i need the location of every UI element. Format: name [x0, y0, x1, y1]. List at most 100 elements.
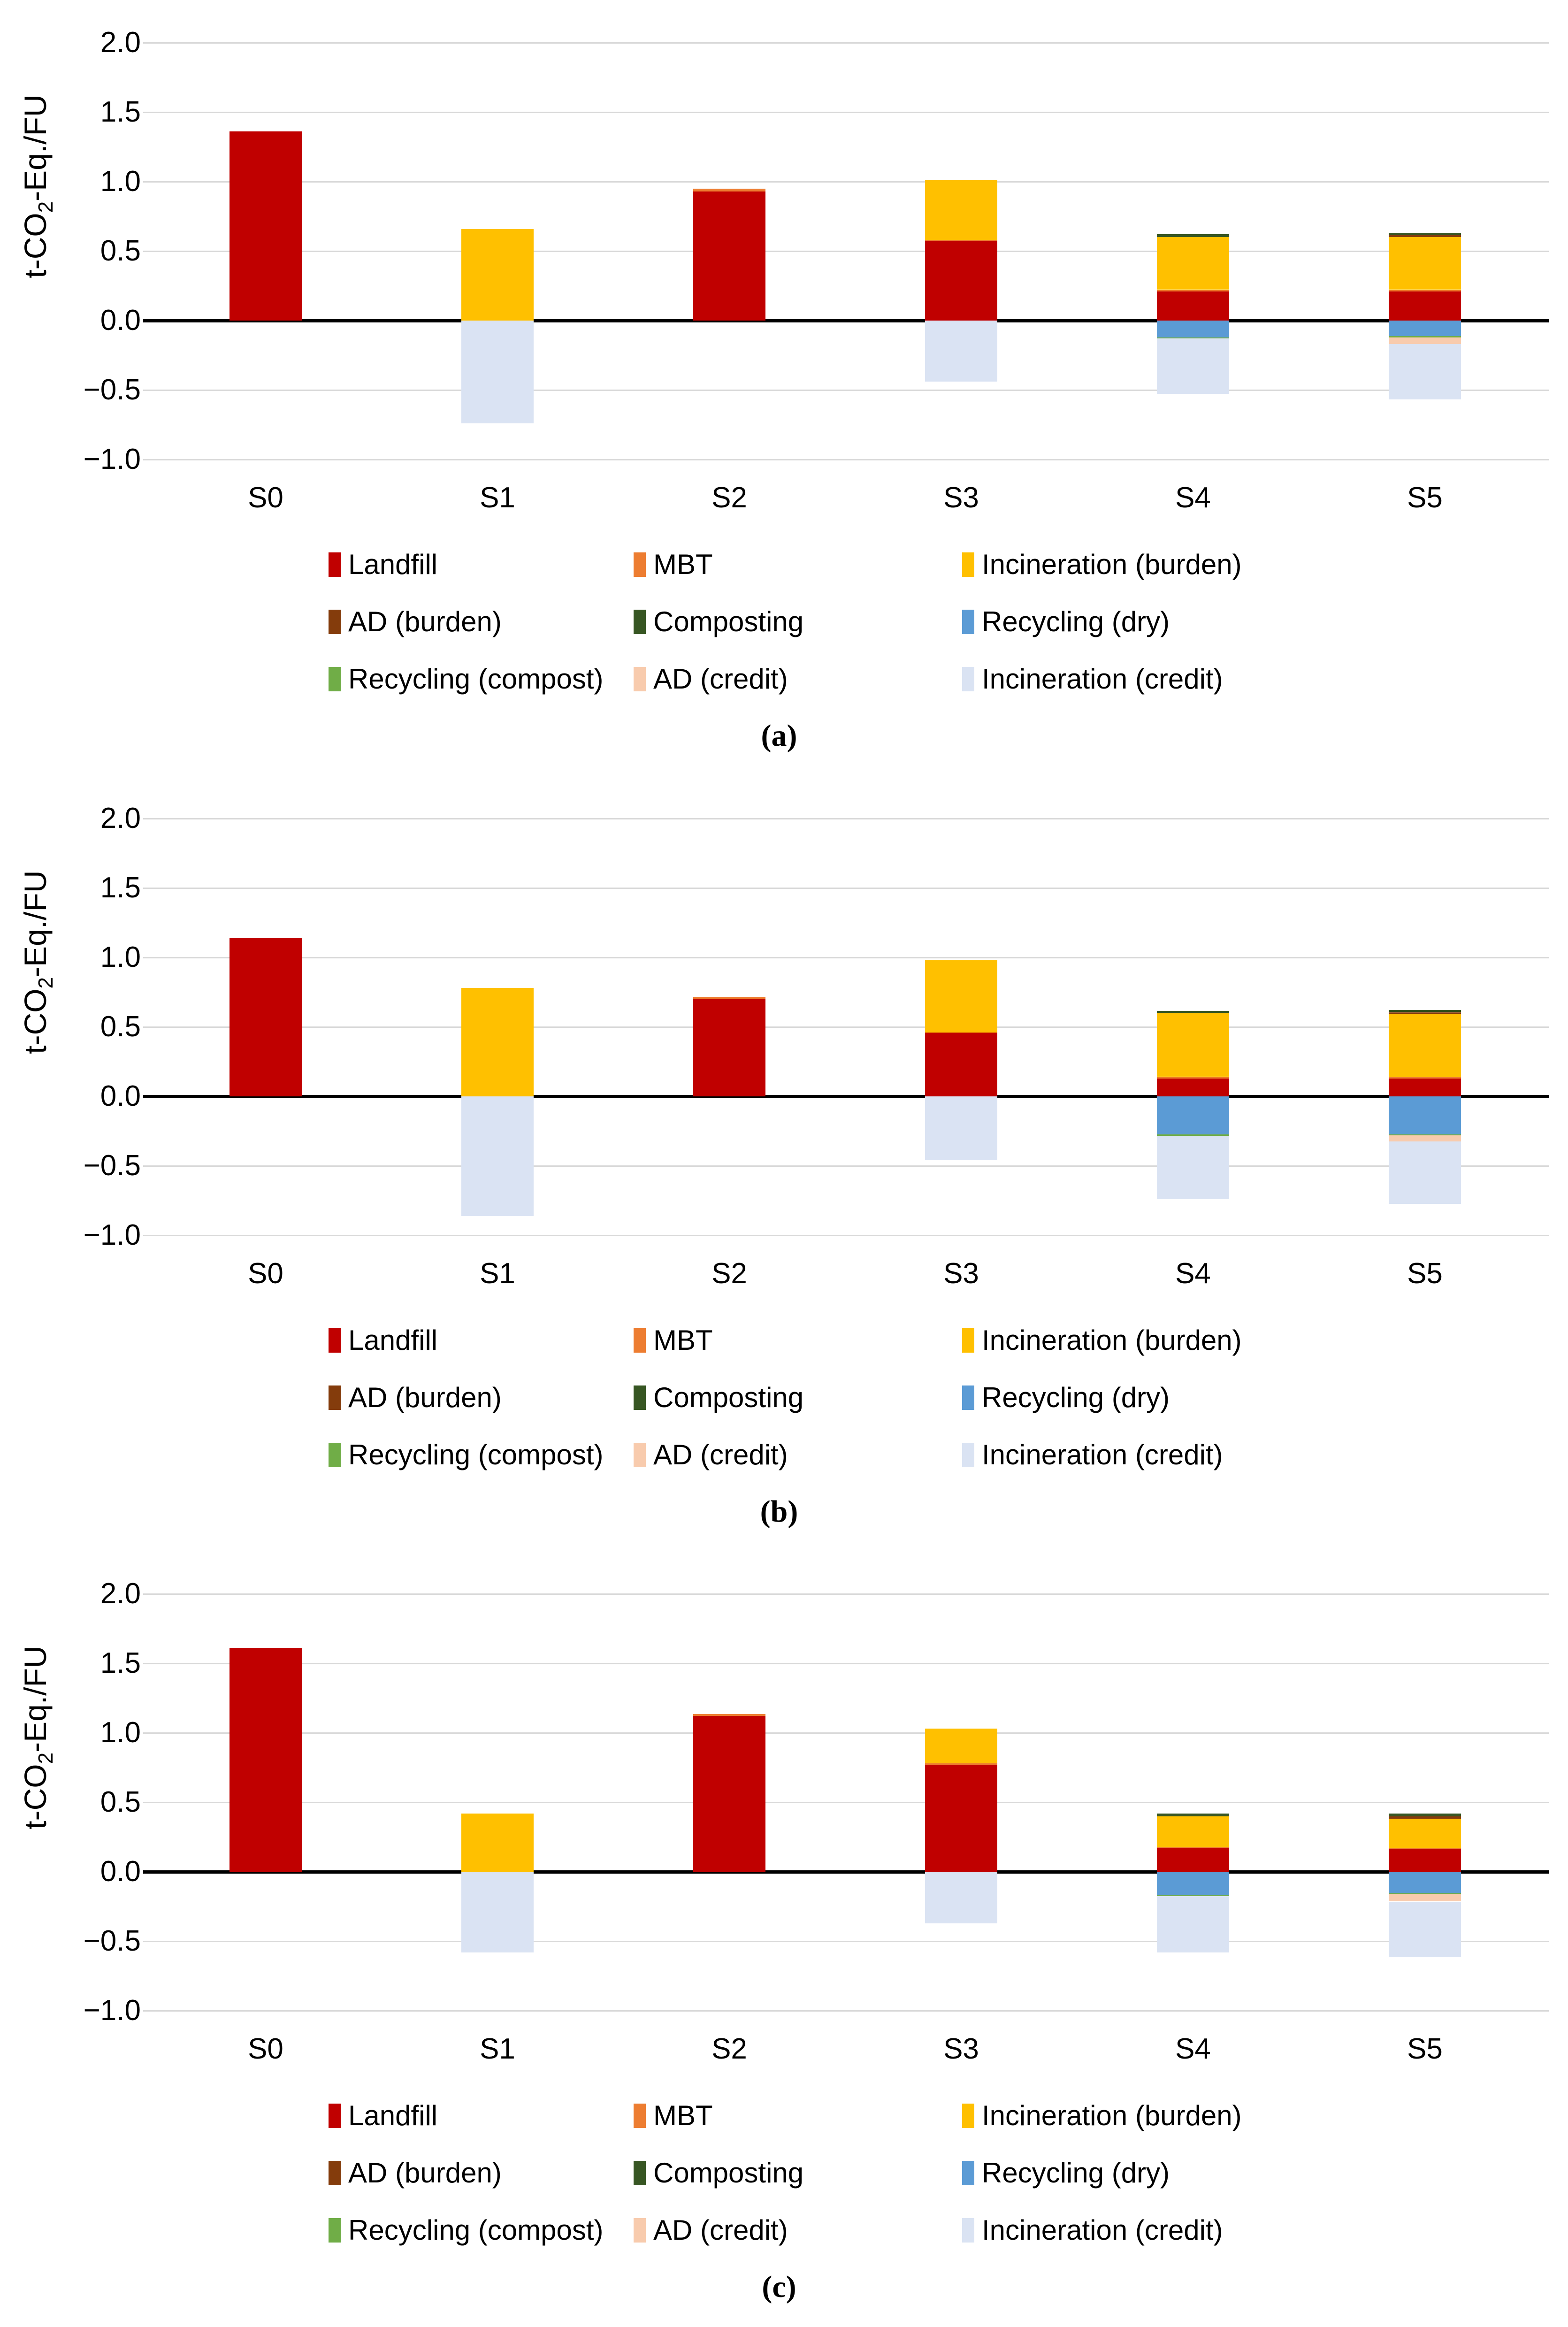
legend-label-recycling-dry: Recycling (dry) [982, 606, 1170, 637]
legend-label-landfill: Landfill [348, 2100, 438, 2131]
bar-segment-incineration-credit [925, 321, 997, 382]
bar-segment-recycling-compost [1157, 1134, 1229, 1136]
y-tick-label: 0.0 [100, 304, 141, 337]
y-tick-label: −1.0 [83, 1219, 141, 1251]
x-category-label: S4 [1175, 482, 1211, 514]
legend-swatch-mbt [634, 552, 646, 577]
gridline [143, 957, 1549, 958]
bar-segment-incineration-burden [1389, 237, 1461, 290]
panel-caption-b: (b) [760, 1494, 798, 1529]
legend-swatch-ad-credit [634, 666, 646, 691]
legend-item-composting: Composting [634, 2157, 803, 2189]
bar-segment-recycling-dry [1389, 1096, 1461, 1134]
legend-label-ad-credit: AD (credit) [653, 663, 788, 695]
legend-item-landfill: Landfill [329, 1324, 437, 1356]
legend-label-mbt: MBT [653, 2100, 713, 2131]
legend-item-ad-credit: AD (credit) [634, 1439, 788, 1471]
x-category-label: S3 [943, 482, 979, 514]
legend-swatch-incineration-credit [962, 1442, 974, 1467]
bar-segment-incineration-burden [461, 1814, 534, 1872]
bar-segment-incineration-credit [925, 1096, 997, 1160]
x-axis-line [143, 1095, 1549, 1098]
bar-segment-incineration-burden [1389, 1014, 1461, 1077]
gridline [143, 459, 1549, 460]
bar-segment-composting [1389, 233, 1461, 235]
gridline [143, 818, 1549, 819]
x-category-label: S5 [1407, 482, 1443, 514]
legend-label-mbt: MBT [653, 1324, 713, 1356]
bar-segment-incineration-credit [925, 1872, 997, 1923]
bar-segment-incineration-credit [1389, 1141, 1461, 1204]
legend-item-recycling-dry: Recycling (dry) [962, 1381, 1170, 1414]
y-tick-label: 2.0 [100, 26, 141, 59]
bar-segment-landfill [1157, 1847, 1229, 1872]
x-category-label: S2 [711, 1257, 747, 1290]
y-axis-title: t-CO2-Eq./FU [17, 0, 58, 374]
gridline [143, 1235, 1549, 1236]
x-category-label: S1 [480, 482, 515, 514]
legend-item-landfill: Landfill [329, 2099, 437, 2132]
legend-swatch-composting [634, 2160, 646, 2185]
bar-segment-composting [1389, 1010, 1461, 1012]
legend-swatch-recycling-compost [329, 2218, 341, 2243]
gridline [143, 251, 1549, 252]
y-tick-label: −0.5 [83, 1925, 141, 1957]
bar-segment-ad-credit [1389, 1135, 1461, 1141]
legend-label-incineration-burden: Incineration (burden) [982, 2100, 1242, 2131]
legend-item-incineration-credit: Incineration (credit) [962, 2214, 1223, 2246]
legend-label-incineration-burden: Incineration (burden) [982, 1324, 1242, 1356]
bar-segment-mbt [1157, 1847, 1229, 1848]
y-axis-title-text: t-CO [17, 988, 53, 1054]
legend-label-incineration-burden: Incineration (burden) [982, 549, 1242, 580]
chart-panel-b: 2.0 1.5 1.0 0.5 0.0 −0.5 −1.0 t-CO2-Eq./FU S0 S1 S… [0, 776, 1568, 1551]
y-tick-label: 2.0 [100, 1577, 141, 1610]
legend-item-ad-credit: AD (credit) [634, 663, 788, 695]
legend-label-ad-burden: AD (burden) [348, 1382, 502, 1413]
y-tick-label: −0.5 [83, 374, 141, 406]
gridline [143, 390, 1549, 391]
bar-segment-incineration-credit [461, 1872, 534, 1952]
legend-item-mbt: MBT [634, 548, 713, 581]
bar-segment-ad-burden [1389, 235, 1461, 237]
bar-segment-landfill [1389, 1849, 1461, 1872]
y-tick-label: 1.5 [100, 96, 141, 128]
bar-segment-ad-burden [1389, 1816, 1461, 1819]
x-category-label: S3 [943, 2033, 979, 2065]
y-axis-title-text: -Eq./FU [17, 870, 53, 977]
bar-segment-landfill [693, 191, 765, 321]
legend-swatch-ad-burden [329, 609, 341, 634]
legend-item-incineration-credit: Incineration (credit) [962, 1439, 1223, 1471]
legend-label-composting: Composting [653, 606, 804, 637]
y-tick-label: 1.5 [100, 872, 141, 904]
bar-segment-incineration-burden [461, 988, 534, 1096]
legend-swatch-composting [634, 609, 646, 634]
y-tick-label: 0.5 [100, 235, 141, 267]
bar-segment-mbt [1157, 1077, 1229, 1079]
bar-segment-landfill [925, 241, 997, 321]
legend-label-mbt: MBT [653, 549, 713, 580]
y-tick-label: 0.0 [100, 1080, 141, 1112]
x-category-label: S0 [248, 2033, 283, 2065]
y-axis-title-text: t-CO [17, 213, 53, 278]
bar-segment-recycling-dry [1389, 1872, 1461, 1893]
y-axis-title-subscript: 2 [34, 201, 58, 213]
bar-segment-composting [1157, 234, 1229, 237]
bar-segment-incineration-credit [1157, 1136, 1229, 1199]
bar-segment-landfill [229, 1648, 302, 1872]
bar-segment-mbt [925, 240, 997, 241]
legend-swatch-landfill [329, 1328, 341, 1353]
x-category-label: S1 [480, 2033, 515, 2065]
gridline [143, 1165, 1549, 1167]
gridline [143, 112, 1549, 113]
legend-item-incineration-burden: Incineration (burden) [962, 548, 1242, 581]
x-category-label: S2 [711, 482, 747, 514]
bar-segment-mbt [1157, 290, 1229, 291]
gridline [143, 181, 1549, 183]
gridline [143, 1732, 1549, 1734]
bar-segment-incineration-burden [1389, 1819, 1461, 1848]
x-category-label: S2 [711, 2033, 747, 2065]
bar-segment-landfill [229, 938, 302, 1096]
legend-item-recycling-compost: Recycling (compost) [329, 1439, 604, 1471]
bar-segment-landfill [925, 1033, 997, 1096]
x-category-label: S0 [248, 482, 283, 514]
